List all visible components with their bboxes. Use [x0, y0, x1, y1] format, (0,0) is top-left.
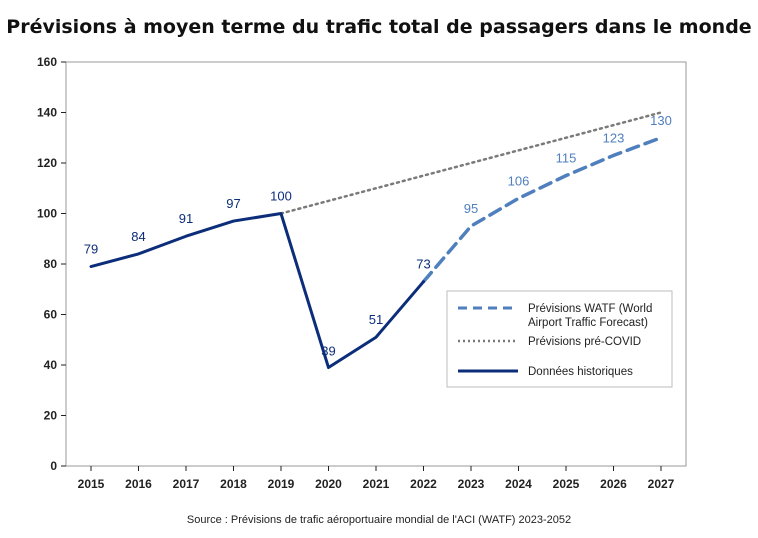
x-tick-label: 2017: [173, 477, 200, 491]
y-tick-label: 80: [44, 257, 58, 271]
y-tick-label: 20: [44, 409, 58, 423]
legend-label-historical: Données historiques: [528, 366, 633, 378]
x-tick-label: 2015: [78, 477, 105, 491]
data-label: 51: [369, 312, 383, 327]
y-axis: 0 20 40 60 80 100 120 140 160: [37, 55, 66, 473]
x-tick-label: 2022: [410, 477, 437, 491]
series-layer: [89, 111, 663, 370]
data-label: 95: [464, 201, 478, 216]
data-label: 100: [270, 189, 292, 204]
legend: Prévisions WATF (World Airport Traffic F…: [446, 290, 673, 388]
legend-label-precovid: Prévisions pré-COVID: [528, 336, 641, 348]
x-axis: 2015 2016 2017 2018 2019 2020 2021 2022 2023 2024…: [78, 466, 675, 491]
y-tick-label: 60: [44, 308, 58, 322]
source-note: Source : Prévisions de trafic aéroportua…: [186, 514, 572, 526]
x-tick-label: 2020: [315, 477, 342, 491]
x-tick-label: 2016: [125, 477, 152, 491]
x-tick-label: 2021: [363, 477, 390, 491]
data-label: 123: [603, 130, 625, 145]
legend-label-forecast-line2: Airport Traffic Forecast): [528, 317, 648, 329]
x-tick-label: 2019: [268, 477, 295, 491]
data-label: 97: [226, 196, 240, 211]
data-label: 84: [131, 229, 145, 244]
series-line-solid: [89, 212, 425, 370]
series-line-dotted: [279, 111, 663, 215]
data-label: 39: [321, 344, 335, 359]
data-label: 91: [179, 211, 193, 226]
data-label: 115: [556, 151, 577, 166]
x-tick-label: 2027: [648, 477, 675, 491]
data-label: 73: [416, 257, 430, 272]
y-tick-label: 140: [37, 106, 57, 120]
x-tick-label: 2024: [505, 477, 532, 491]
data-labels: 79 84 91 97 100 39 51 73 95 106 115 123 130: [84, 113, 672, 359]
x-tick-label: 2025: [553, 477, 580, 491]
plot-frame: [65, 61, 687, 467]
data-label: 130: [650, 113, 672, 128]
chart-title: Prévisions à moyen terme du trafic total…: [6, 16, 752, 38]
y-tick-label: 120: [37, 156, 57, 170]
legend-label-forecast-line1: Prévisions WATF (World: [528, 303, 652, 315]
x-tick-label: 2018: [220, 477, 247, 491]
y-tick-label: 40: [44, 358, 58, 372]
x-tick-label: 2023: [458, 477, 485, 491]
series-line-dashed: [421, 136, 663, 284]
y-tick-label: 100: [37, 207, 57, 221]
data-label: 106: [508, 173, 530, 188]
y-tick-label: 160: [37, 55, 57, 69]
data-label: 79: [84, 242, 98, 257]
x-tick-label: 2026: [600, 477, 627, 491]
y-tick-label: 0: [50, 459, 57, 473]
